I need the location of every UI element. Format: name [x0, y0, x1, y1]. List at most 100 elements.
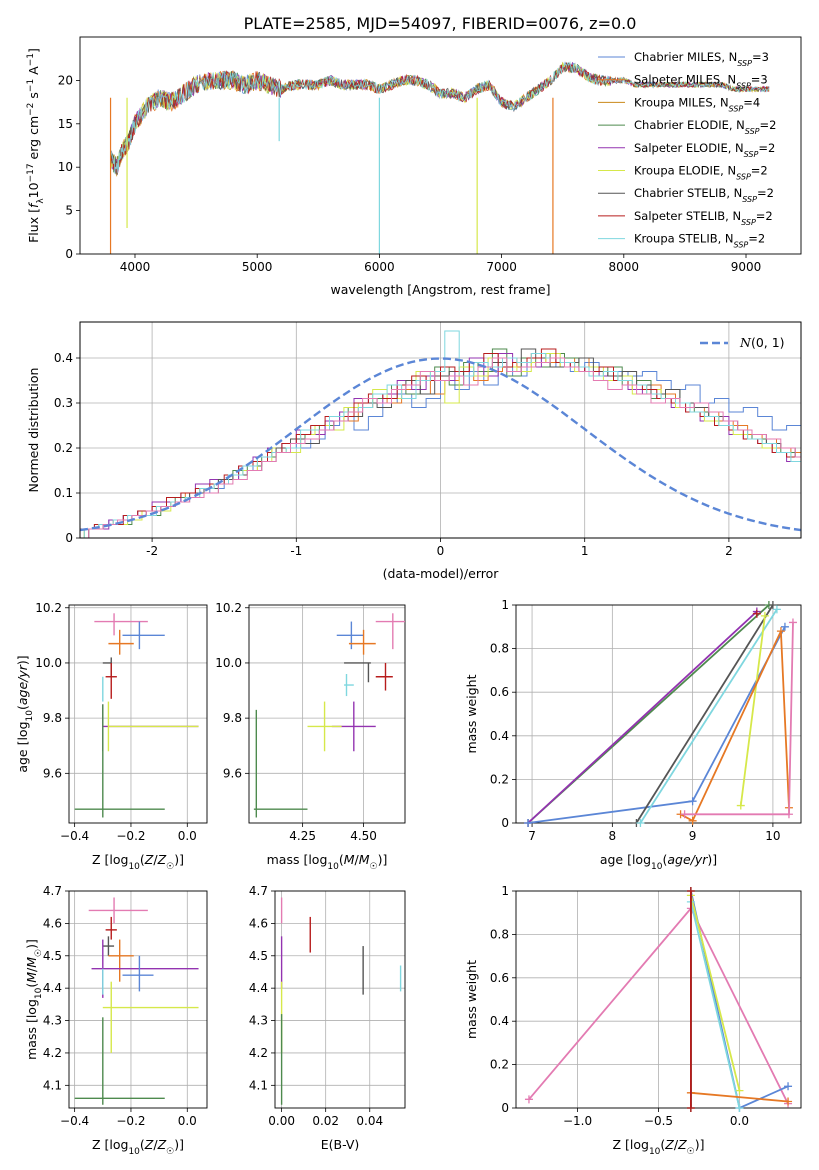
y-tick-label: 0.2 — [490, 1058, 509, 1072]
x-tick-label: 5000 — [242, 260, 273, 274]
axes-frame — [515, 890, 802, 1109]
y-tick-label: 0.6 — [490, 971, 509, 985]
x-axis-label: (data-model)/error — [383, 566, 500, 581]
y-tick-label: 4.5 — [249, 949, 268, 963]
axes-frame — [79, 321, 802, 539]
x-tick-label: 10 — [765, 829, 780, 843]
histogram-step — [83, 353, 801, 538]
y-tick-label: 0.2 — [490, 772, 509, 786]
y-tick-label: 1 — [501, 598, 509, 612]
x-tick-label: −1.0 — [563, 1114, 592, 1128]
x-tick-label: 8 — [609, 829, 617, 843]
x-tick-label: −0.5 — [644, 1114, 673, 1128]
y-tick-label: 0.4 — [490, 729, 509, 743]
legend-label: Kroupa STELIB, NSSP=2 — [634, 232, 765, 250]
y-tick-label: 10.2 — [215, 601, 242, 615]
x-tick-label: −0.2 — [116, 1114, 145, 1128]
spectrum-line — [110, 60, 770, 174]
x-axis-label: Z [log10(Z/Z☉)] — [92, 852, 184, 872]
plus-marker — [768, 601, 777, 609]
y-axis-label: mass weight — [464, 960, 479, 1039]
x-tick-label: 0.02 — [312, 1114, 339, 1128]
plus-marker — [788, 618, 797, 627]
plus-marker — [735, 1086, 744, 1095]
legend-label: Chabrier ELODIE, NSSP=2 — [634, 118, 776, 136]
axes-frame — [68, 890, 208, 1109]
y-tick-label: 0.3 — [54, 396, 73, 410]
y-tick-label: 9.6 — [223, 766, 242, 780]
y-tick-label: 15 — [58, 117, 73, 131]
y-tick-label: 4.6 — [249, 916, 268, 930]
plus-marker — [735, 1104, 744, 1112]
y-tick-label: 0 — [501, 1101, 509, 1115]
x-axis-label: mass [log10(M/M☉)] — [267, 852, 388, 872]
y-tick-label: 4.1 — [43, 1078, 62, 1092]
y-tick-label: 10.0 — [35, 656, 62, 670]
histogram-step — [88, 348, 801, 538]
series-line — [690, 901, 741, 1109]
z-mass-panel: −0.4 −0.2 0.0 4.1 4.2 4.3 4.4 4.5 4.6 4.7 Z [log10… — [24, 884, 208, 1157]
x-axis-label: age [log10(age/yr)] — [600, 852, 717, 872]
y-tick-label: 0.2 — [54, 441, 73, 455]
x-tick-label: -2 — [146, 544, 158, 558]
y-tick-label: 4.4 — [43, 981, 62, 995]
y-tick-label: 4.2 — [43, 1046, 62, 1060]
y-tick-label: 4.7 — [43, 884, 62, 898]
plus-marker — [784, 1082, 793, 1091]
spectrum-legend: Chabrier MILES, NSSP=3 Salpeter MILES, NS… — [598, 50, 776, 249]
axes-frame — [515, 604, 802, 824]
histogram-step — [83, 330, 801, 538]
y-tick-label: 0.8 — [490, 642, 509, 656]
series-line — [739, 615, 766, 806]
y-tick-label: 0.4 — [490, 1014, 509, 1028]
x-tick-label: −0.2 — [116, 829, 145, 843]
histogram-step — [83, 353, 801, 538]
gaussian-curve — [79, 357, 802, 532]
chart-layer: 4000 5000 6000 7000 8000 900005101520waveleng… — [15, 36, 802, 1157]
x-tick-label: 6000 — [364, 260, 395, 274]
legend-label: Kroupa ELODIE, NSSP=2 — [634, 164, 768, 182]
ebv-mass-panel: 0.00 0.02 0.04 4.1 4.2 4.3 4.4 4.5 4.6 4.7 E(B-V) — [249, 884, 406, 1152]
y-axis-label: mass [log10(M/M☉)] — [24, 939, 44, 1060]
y-tick-label: 4.5 — [43, 949, 62, 963]
plus-marker — [688, 797, 697, 806]
x-axis-label: Z [log10(Z/Z☉)] — [612, 1137, 704, 1157]
residual-panel: -2 -1 0 1 2 0 0.1 0.2 0.3 0.4 N(0, 1) (data-model)/… — [26, 321, 802, 581]
histogram-step — [88, 357, 801, 538]
x-axis-label: wavelength [Angstrom, rest frame] — [330, 282, 550, 297]
y-tick-label: 20 — [58, 73, 73, 87]
x-axis-label: E(B-V) — [321, 1137, 360, 1152]
series-line — [527, 610, 758, 824]
histogram-step — [88, 348, 801, 538]
series-line — [639, 608, 778, 824]
y-tick-label: 0.6 — [490, 685, 509, 699]
y-tick-label: 10.2 — [35, 601, 62, 615]
plus-marker — [686, 887, 695, 895]
axes-frame — [79, 36, 802, 255]
x-tick-label: 4000 — [120, 260, 151, 274]
y-tick-label: 4.6 — [43, 916, 62, 930]
x-tick-label: −0.4 — [60, 1114, 89, 1128]
x-tick-label: 0.00 — [268, 1114, 295, 1128]
y-tick-label: 10 — [58, 160, 73, 174]
legend-label: Salpeter ELODIE, NSSP=2 — [634, 141, 775, 159]
y-tick-label: 1 — [501, 884, 509, 898]
y-tick-label: 0.8 — [490, 927, 509, 941]
x-tick-label: 9 — [689, 829, 697, 843]
x-tick-label: 1 — [581, 544, 589, 558]
y-tick-label: 9.8 — [223, 711, 242, 725]
x-tick-label: 9000 — [731, 260, 762, 274]
y-axis-label: Flux [fλ10−17 erg cm−2 s−1 A−1] — [26, 48, 46, 243]
mass-age-panel: 4.25 4.50 9.6 9.8 10.0 10.2 mass [log10(M/M☉)] — [215, 601, 406, 872]
series-line — [690, 895, 741, 1091]
plus-marker — [780, 622, 789, 631]
axes-frame — [68, 604, 208, 824]
plus-marker — [784, 1097, 793, 1106]
legend-label: Chabrier STELIB, NSSP=2 — [634, 186, 774, 204]
y-tick-label: 4.2 — [249, 1046, 268, 1060]
plus-marker — [636, 819, 645, 827]
legend-label: Chabrier MILES, NSSP=3 — [634, 50, 769, 68]
x-tick-label: 0.0 — [178, 829, 197, 843]
legend-label: N(0, 1) — [739, 335, 785, 350]
